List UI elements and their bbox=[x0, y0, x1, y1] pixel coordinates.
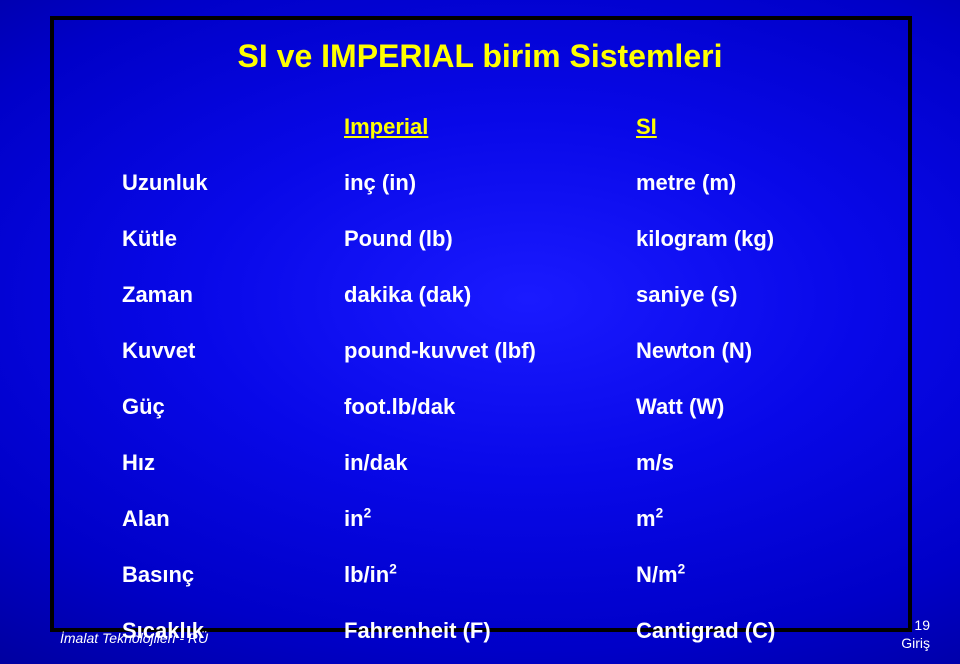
row-si: m/s bbox=[636, 436, 856, 490]
table-row: Hız in/dak m/s bbox=[122, 436, 856, 490]
row-imperial: foot.lb/dak bbox=[344, 380, 634, 434]
row-label: Kütle bbox=[122, 212, 342, 266]
table-row: Kuvvet pound-kuvvet (lbf) Newton (N) bbox=[122, 324, 856, 378]
row-imperial: dakika (dak) bbox=[344, 268, 634, 322]
header-imperial: Imperial bbox=[344, 114, 428, 139]
table-row: Basınç lb/in2 N/m2 bbox=[122, 548, 856, 602]
row-si: saniye (s) bbox=[636, 268, 856, 322]
row-label: Basınç bbox=[122, 548, 342, 602]
row-si: Cantigrad (C) bbox=[636, 604, 856, 658]
row-label: Alan bbox=[122, 492, 342, 546]
row-imperial: Pound (lb) bbox=[344, 212, 634, 266]
table-header-row: Imperial SI bbox=[122, 100, 856, 154]
row-si: metre (m) bbox=[636, 156, 856, 210]
footer-right-label: Giriş bbox=[901, 635, 930, 651]
table-row: Zaman dakika (dak) saniye (s) bbox=[122, 268, 856, 322]
row-label: Hız bbox=[122, 436, 342, 490]
row-label: Zaman bbox=[122, 268, 342, 322]
footer-right: 19 Giriş bbox=[901, 617, 930, 652]
row-imperial: Fahrenheit (F) bbox=[344, 604, 634, 658]
row-imperial: in/dak bbox=[344, 436, 634, 490]
table-row: Sıcaklık Fahrenheit (F) Cantigrad (C) bbox=[122, 604, 856, 658]
row-imperial: in2 bbox=[344, 492, 634, 546]
header-si: SI bbox=[636, 114, 657, 139]
page-number: 19 bbox=[914, 617, 930, 633]
row-label: Uzunluk bbox=[122, 156, 342, 210]
row-si: kilogram (kg) bbox=[636, 212, 856, 266]
row-imperial: inç (in) bbox=[344, 156, 634, 210]
row-si: Newton (N) bbox=[636, 324, 856, 378]
units-table: Imperial SI Uzunluk inç (in) metre (m) K… bbox=[120, 98, 858, 660]
header-empty bbox=[122, 100, 342, 154]
slide-title: SI ve IMPERIAL birim Sistemleri bbox=[0, 38, 960, 75]
table-row: Uzunluk inç (in) metre (m) bbox=[122, 156, 856, 210]
table-row: Güç foot.lb/dak Watt (W) bbox=[122, 380, 856, 434]
row-label: Kuvvet bbox=[122, 324, 342, 378]
row-si: N/m2 bbox=[636, 548, 856, 602]
row-si: m2 bbox=[636, 492, 856, 546]
table-row: Kütle Pound (lb) kilogram (kg) bbox=[122, 212, 856, 266]
row-si: Watt (W) bbox=[636, 380, 856, 434]
row-imperial: lb/in2 bbox=[344, 548, 634, 602]
row-imperial: pound-kuvvet (lbf) bbox=[344, 324, 634, 378]
row-label: Güç bbox=[122, 380, 342, 434]
footer-left: İmalat Teknolojileri - RÜ bbox=[60, 630, 208, 646]
table-row: Alan in2 m2 bbox=[122, 492, 856, 546]
